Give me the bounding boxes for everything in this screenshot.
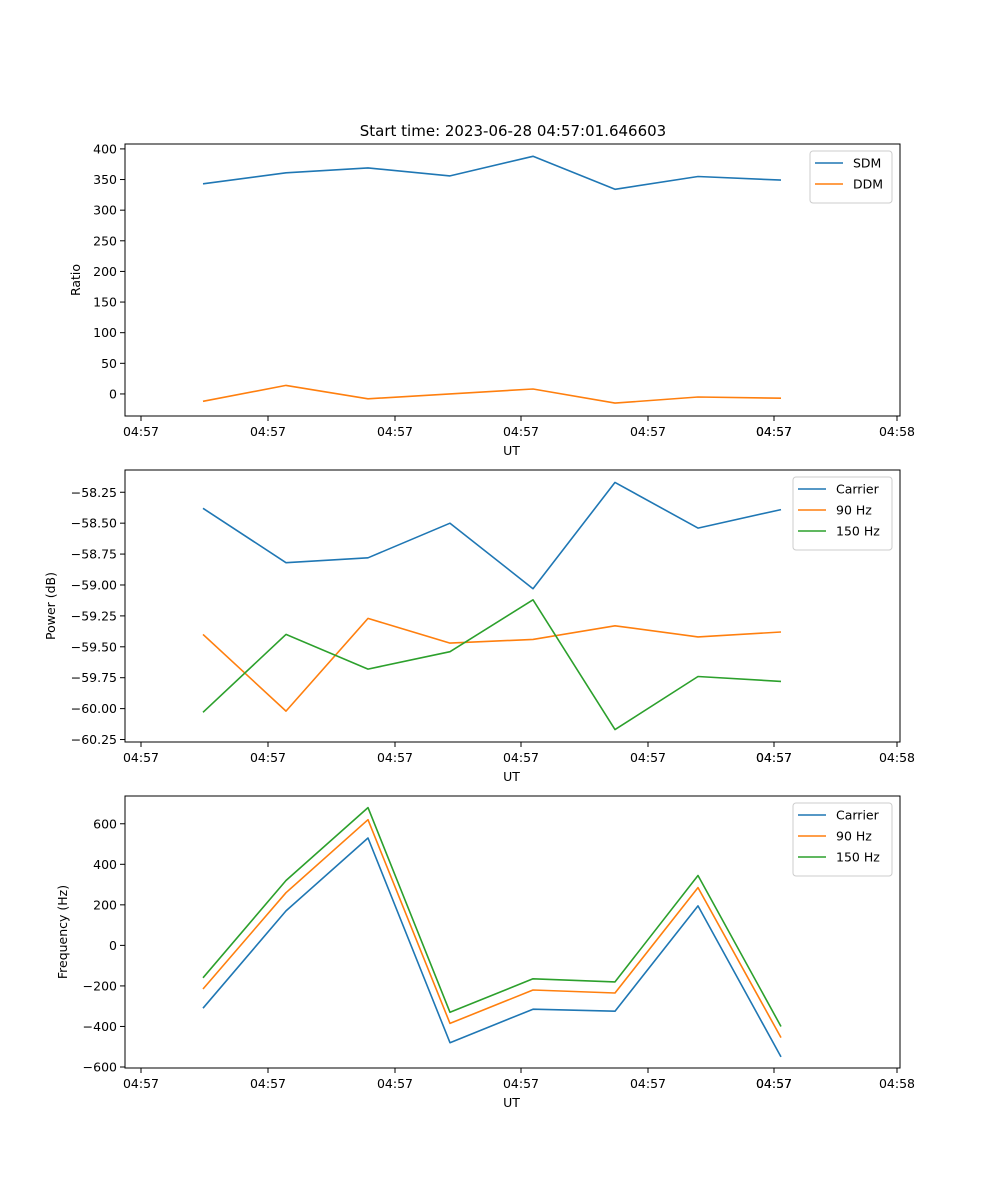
y-tick-label: 100: [93, 325, 117, 340]
x-tick-label: 04:57: [503, 424, 539, 439]
figure-title: Start time: 2023-06-28 04:57:01.646603: [360, 122, 666, 140]
y-tick-label: 300: [93, 203, 117, 218]
y-tick-label: −59.75: [71, 670, 117, 685]
y-tick-label: −60.00: [71, 701, 117, 716]
x-axis-label: UT: [503, 1095, 520, 1110]
series-line-ddm: [202, 384, 782, 404]
x-tick-label: 04:57: [756, 750, 792, 765]
legend-label: 90 Hz: [836, 829, 872, 844]
x-tick-label: 04:58: [879, 750, 915, 765]
x-tick-label: 04:57: [756, 1076, 792, 1091]
y-tick-label: 150: [93, 295, 117, 310]
y-tick-label: 0: [109, 386, 117, 401]
y-tick-label: −58.25: [71, 485, 117, 500]
legend-label: 150 Hz: [836, 524, 880, 539]
y-tick-label: 200: [93, 897, 117, 912]
x-tick-label: 04:57: [756, 1076, 792, 1091]
x-tick-label: 04:58: [879, 424, 915, 439]
y-tick-label: 600: [93, 816, 117, 831]
legend: SDM DDM: [809, 150, 893, 204]
x-tick-label: 04:57: [377, 1076, 413, 1091]
legend-label: 150 Hz: [836, 850, 880, 865]
x-tick-label: 04:57: [756, 750, 792, 765]
series-line-150-hz: [202, 806, 782, 1027]
series-line-150-hz: [202, 598, 782, 731]
legend: Carrier 90 Hz 150 Hz: [792, 476, 893, 551]
y-tick-label: 0: [109, 938, 117, 953]
y-tick-label: −59.50: [71, 639, 117, 654]
x-tick-label: 04:57: [250, 1076, 286, 1091]
x-tick-label: 04:58: [879, 1076, 915, 1091]
y-tick-label: −58.50: [71, 516, 117, 531]
legend-label: SDM: [853, 156, 881, 171]
x-tick-label: 04:57: [123, 750, 159, 765]
series-line-carrier: [202, 481, 782, 590]
y-tick-label: −60.25: [71, 732, 117, 747]
x-tick-label: 04:57: [250, 750, 286, 765]
series-line-carrier: [202, 837, 782, 1058]
y-tick-label: 400: [93, 141, 117, 156]
x-tick-label: 04:57: [630, 1076, 666, 1091]
legend-label: Carrier: [836, 482, 880, 497]
y-tick-label: 200: [93, 264, 117, 279]
y-axis-label: Ratio: [68, 264, 83, 296]
y-tick-label: 400: [93, 857, 117, 872]
y-tick-label: −59.25: [71, 608, 117, 623]
legend-label: 90 Hz: [836, 503, 872, 518]
plot-frame: [124, 469, 901, 743]
series-line-sdm: [202, 155, 782, 191]
x-tick-label: 04:57: [123, 424, 159, 439]
y-tick-label: −400: [83, 1019, 117, 1034]
legend: Carrier 90 Hz 150 Hz: [792, 802, 893, 877]
legend-box: [809, 150, 893, 204]
x-tick-label: 04:57: [377, 424, 413, 439]
x-tick-label: 04:57: [503, 1076, 539, 1091]
legend-label: Carrier: [836, 808, 880, 823]
x-tick-label: 04:57: [503, 750, 539, 765]
legend-label: DDM: [853, 177, 883, 192]
y-tick-label: −59.00: [71, 577, 117, 592]
y-axis-label: Frequency (Hz): [55, 885, 70, 979]
y-tick-label: 250: [93, 233, 117, 248]
y-tick-label: 350: [93, 172, 117, 187]
x-tick-label: 04:57: [377, 750, 413, 765]
series-line-90-hz: [202, 617, 782, 712]
x-axis-label: UT: [503, 769, 520, 784]
x-axis-label: UT: [503, 443, 520, 458]
x-tick-label: 04:57: [756, 424, 792, 439]
series-line-90-hz: [202, 818, 782, 1038]
x-tick-label: 04:57: [123, 1076, 159, 1091]
x-tick-label: 04:57: [756, 424, 792, 439]
y-tick-label: −200: [83, 978, 117, 993]
charts: 04:57 04:57 04:57 04:57 04:57 04:57 04:57 04:58…: [43, 141, 915, 1110]
x-tick-label: 04:57: [630, 750, 666, 765]
plot-frame: [124, 143, 901, 417]
y-tick-label: 50: [101, 356, 117, 371]
plot-frame: [124, 795, 901, 1069]
y-axis-label: Power (dB): [43, 572, 58, 640]
x-tick-label: 04:57: [630, 424, 666, 439]
x-tick-label: 04:57: [250, 424, 286, 439]
y-tick-label: −600: [83, 1059, 117, 1074]
y-tick-label: −58.75: [71, 547, 117, 562]
